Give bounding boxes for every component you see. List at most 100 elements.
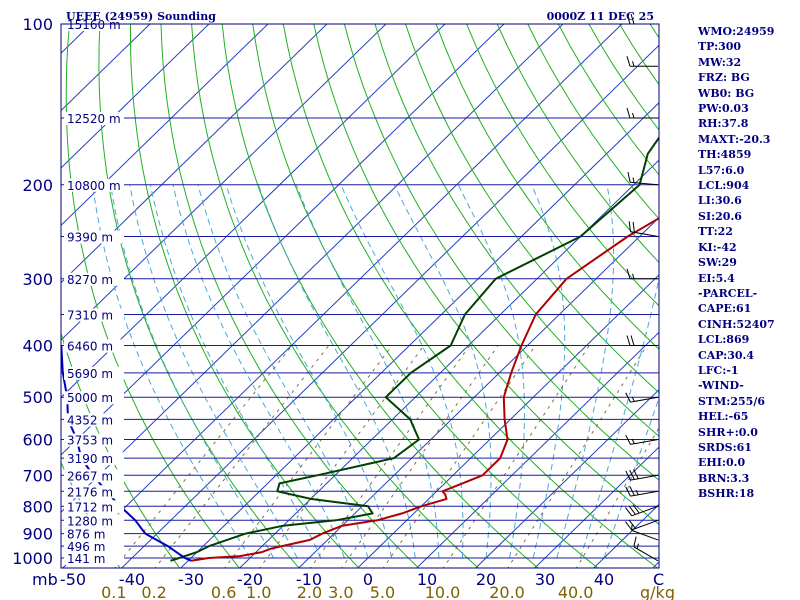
- pressure-tick-label: 400: [22, 337, 53, 356]
- temperature-tick-label: 20: [476, 570, 496, 589]
- height-label-background: [64, 178, 124, 192]
- dry-adiabat-line: [282, 24, 659, 568]
- wind-barbs: [625, 13, 659, 562]
- pressure-tick-label: 1000: [12, 549, 53, 568]
- temperature-tick-label: -20: [237, 570, 263, 589]
- mixing-ratio-tick-label: 5.0: [370, 583, 395, 600]
- wind-barb: [625, 434, 659, 445]
- temperature-tick-label: 10: [417, 570, 437, 589]
- index-item: SI:20.6: [698, 209, 742, 223]
- mixing-ratio-tick-label: 0.1: [101, 583, 126, 600]
- height-label: 2667 m: [67, 469, 113, 483]
- isotherm-line: [416, 331, 659, 568]
- dewpoint-profile-line: [170, 136, 659, 562]
- moist-adiabat-line: [393, 184, 492, 559]
- mixing-ratio-lines: [114, 345, 659, 568]
- height-label-background: [64, 527, 124, 541]
- isotherm-line: [239, 159, 659, 568]
- index-item: HEL:-65: [698, 410, 749, 424]
- height-label: 2176 m: [67, 485, 113, 499]
- height-label: 1280 m: [67, 514, 113, 528]
- index-item: KI:-42: [698, 240, 737, 254]
- isotherm-line: [357, 274, 659, 568]
- isotherm-line: [61, 24, 505, 456]
- dry-adiabat-line: [160, 24, 420, 568]
- index-item: MW:32: [698, 55, 742, 69]
- wind-barb: [626, 56, 658, 67]
- temperature-tick-label: 30: [535, 570, 555, 589]
- height-label-background: [64, 413, 124, 427]
- dry-adiabat-line: [435, 24, 659, 350]
- height-label-background: [64, 433, 124, 447]
- height-label: 7310 m: [67, 309, 113, 323]
- temperature-tick-label: 40: [594, 570, 614, 589]
- height-label: 141 m: [67, 552, 105, 566]
- temperature-tick-label: -40: [119, 570, 145, 589]
- pressure-tick-label: 300: [22, 270, 53, 289]
- index-item: EI:5.4: [698, 271, 735, 285]
- index-item: CAPE:61: [698, 302, 752, 316]
- dry-adiabat-line: [496, 24, 659, 264]
- mixing-ratio-line: [309, 345, 471, 568]
- mixing-ratio-line: [259, 345, 425, 568]
- pressure-tick-labels: 100 200 300 400 500 600 700 800 900 1000: [12, 15, 53, 568]
- isotherm-lines: [61, 24, 659, 568]
- wind-barb: [626, 107, 658, 119]
- height-label-background: [64, 514, 124, 528]
- dry-adiabat-line: [98, 24, 300, 568]
- height-label: 876 m: [67, 528, 105, 542]
- index-item: TT:22: [698, 225, 733, 239]
- height-label-background: [64, 500, 124, 514]
- mixing-ratio-tick-label: 10.0: [425, 583, 461, 600]
- plot-frame: [60, 23, 660, 569]
- pressure-unit-label: mb: [32, 570, 58, 589]
- stability-indices-panel: WMO:24959 TP:300 MW:32 FRZ: BG WB0: BG PW:0.0…: [698, 24, 798, 502]
- valid-time: 0000Z 11 DEC 25: [547, 10, 654, 23]
- pressure-tick-label: 500: [22, 388, 53, 407]
- dry-adiabat-line: [61, 331, 181, 568]
- pressure-tick-label: 800: [22, 497, 53, 516]
- mixing-ratio-line: [114, 345, 293, 568]
- height-label: 6460 m: [67, 340, 113, 354]
- index-item: PW:0.03: [698, 102, 749, 116]
- temperature-unit-label: C: [653, 570, 664, 589]
- height-label: 496 m: [67, 540, 105, 554]
- mixing-ratio-tick-label: 0.2: [141, 583, 166, 600]
- wind-barb: [625, 485, 659, 497]
- moist-adiabat-line: [295, 184, 440, 558]
- moist-adiabat-line: [225, 184, 393, 559]
- isotherm-line: [62, 24, 623, 568]
- pressure-tick-label: 900: [22, 525, 53, 544]
- isotherm-line: [61, 24, 269, 227]
- index-item: -WIND-: [698, 379, 744, 393]
- height-label: 15160 m: [67, 18, 121, 32]
- height-label-background: [64, 485, 124, 499]
- temperature-tick-labels: -50 -40 -30 -20 -10 0 10 20 30 40: [60, 570, 614, 589]
- dry-adiabat-line: [191, 24, 480, 568]
- index-item: LI:30.6: [698, 194, 742, 208]
- height-label-background: [64, 391, 124, 405]
- moist-adiabat-line: [172, 184, 345, 559]
- mixing-ratio-line: [382, 345, 536, 568]
- height-labels: 15160 m 12520 m 10800 m 9390 m 8270 m 7310 m 6…: [64, 18, 124, 566]
- height-label-background: [64, 272, 124, 286]
- mixing-ratio-tick-label: 2.0: [297, 583, 322, 600]
- isotherm-line: [298, 216, 659, 568]
- index-item: CINH:52407: [698, 317, 775, 331]
- index-item: -PARCEL-: [698, 286, 758, 300]
- pressure-tick-label: 200: [22, 176, 53, 195]
- wind-barb: [625, 469, 659, 481]
- height-label: 8270 m: [67, 273, 113, 287]
- height-label: 4352 m: [67, 413, 113, 427]
- index-item: LCL:904: [698, 179, 750, 193]
- index-item: LCL:869: [698, 333, 750, 347]
- isobar-lines: [61, 23, 659, 559]
- moist-adiabat-line: [129, 184, 298, 559]
- isotherm-line: [61, 24, 328, 284]
- dry-adiabat-line: [65, 24, 241, 568]
- dry-adiabat-line: [374, 24, 659, 437]
- mixing-ratio-unit-label: g/kg: [640, 583, 675, 600]
- index-item: CAP:30.4: [698, 348, 755, 362]
- temperature-tick-label: -50: [60, 570, 86, 589]
- sounding-profiles: [61, 136, 659, 562]
